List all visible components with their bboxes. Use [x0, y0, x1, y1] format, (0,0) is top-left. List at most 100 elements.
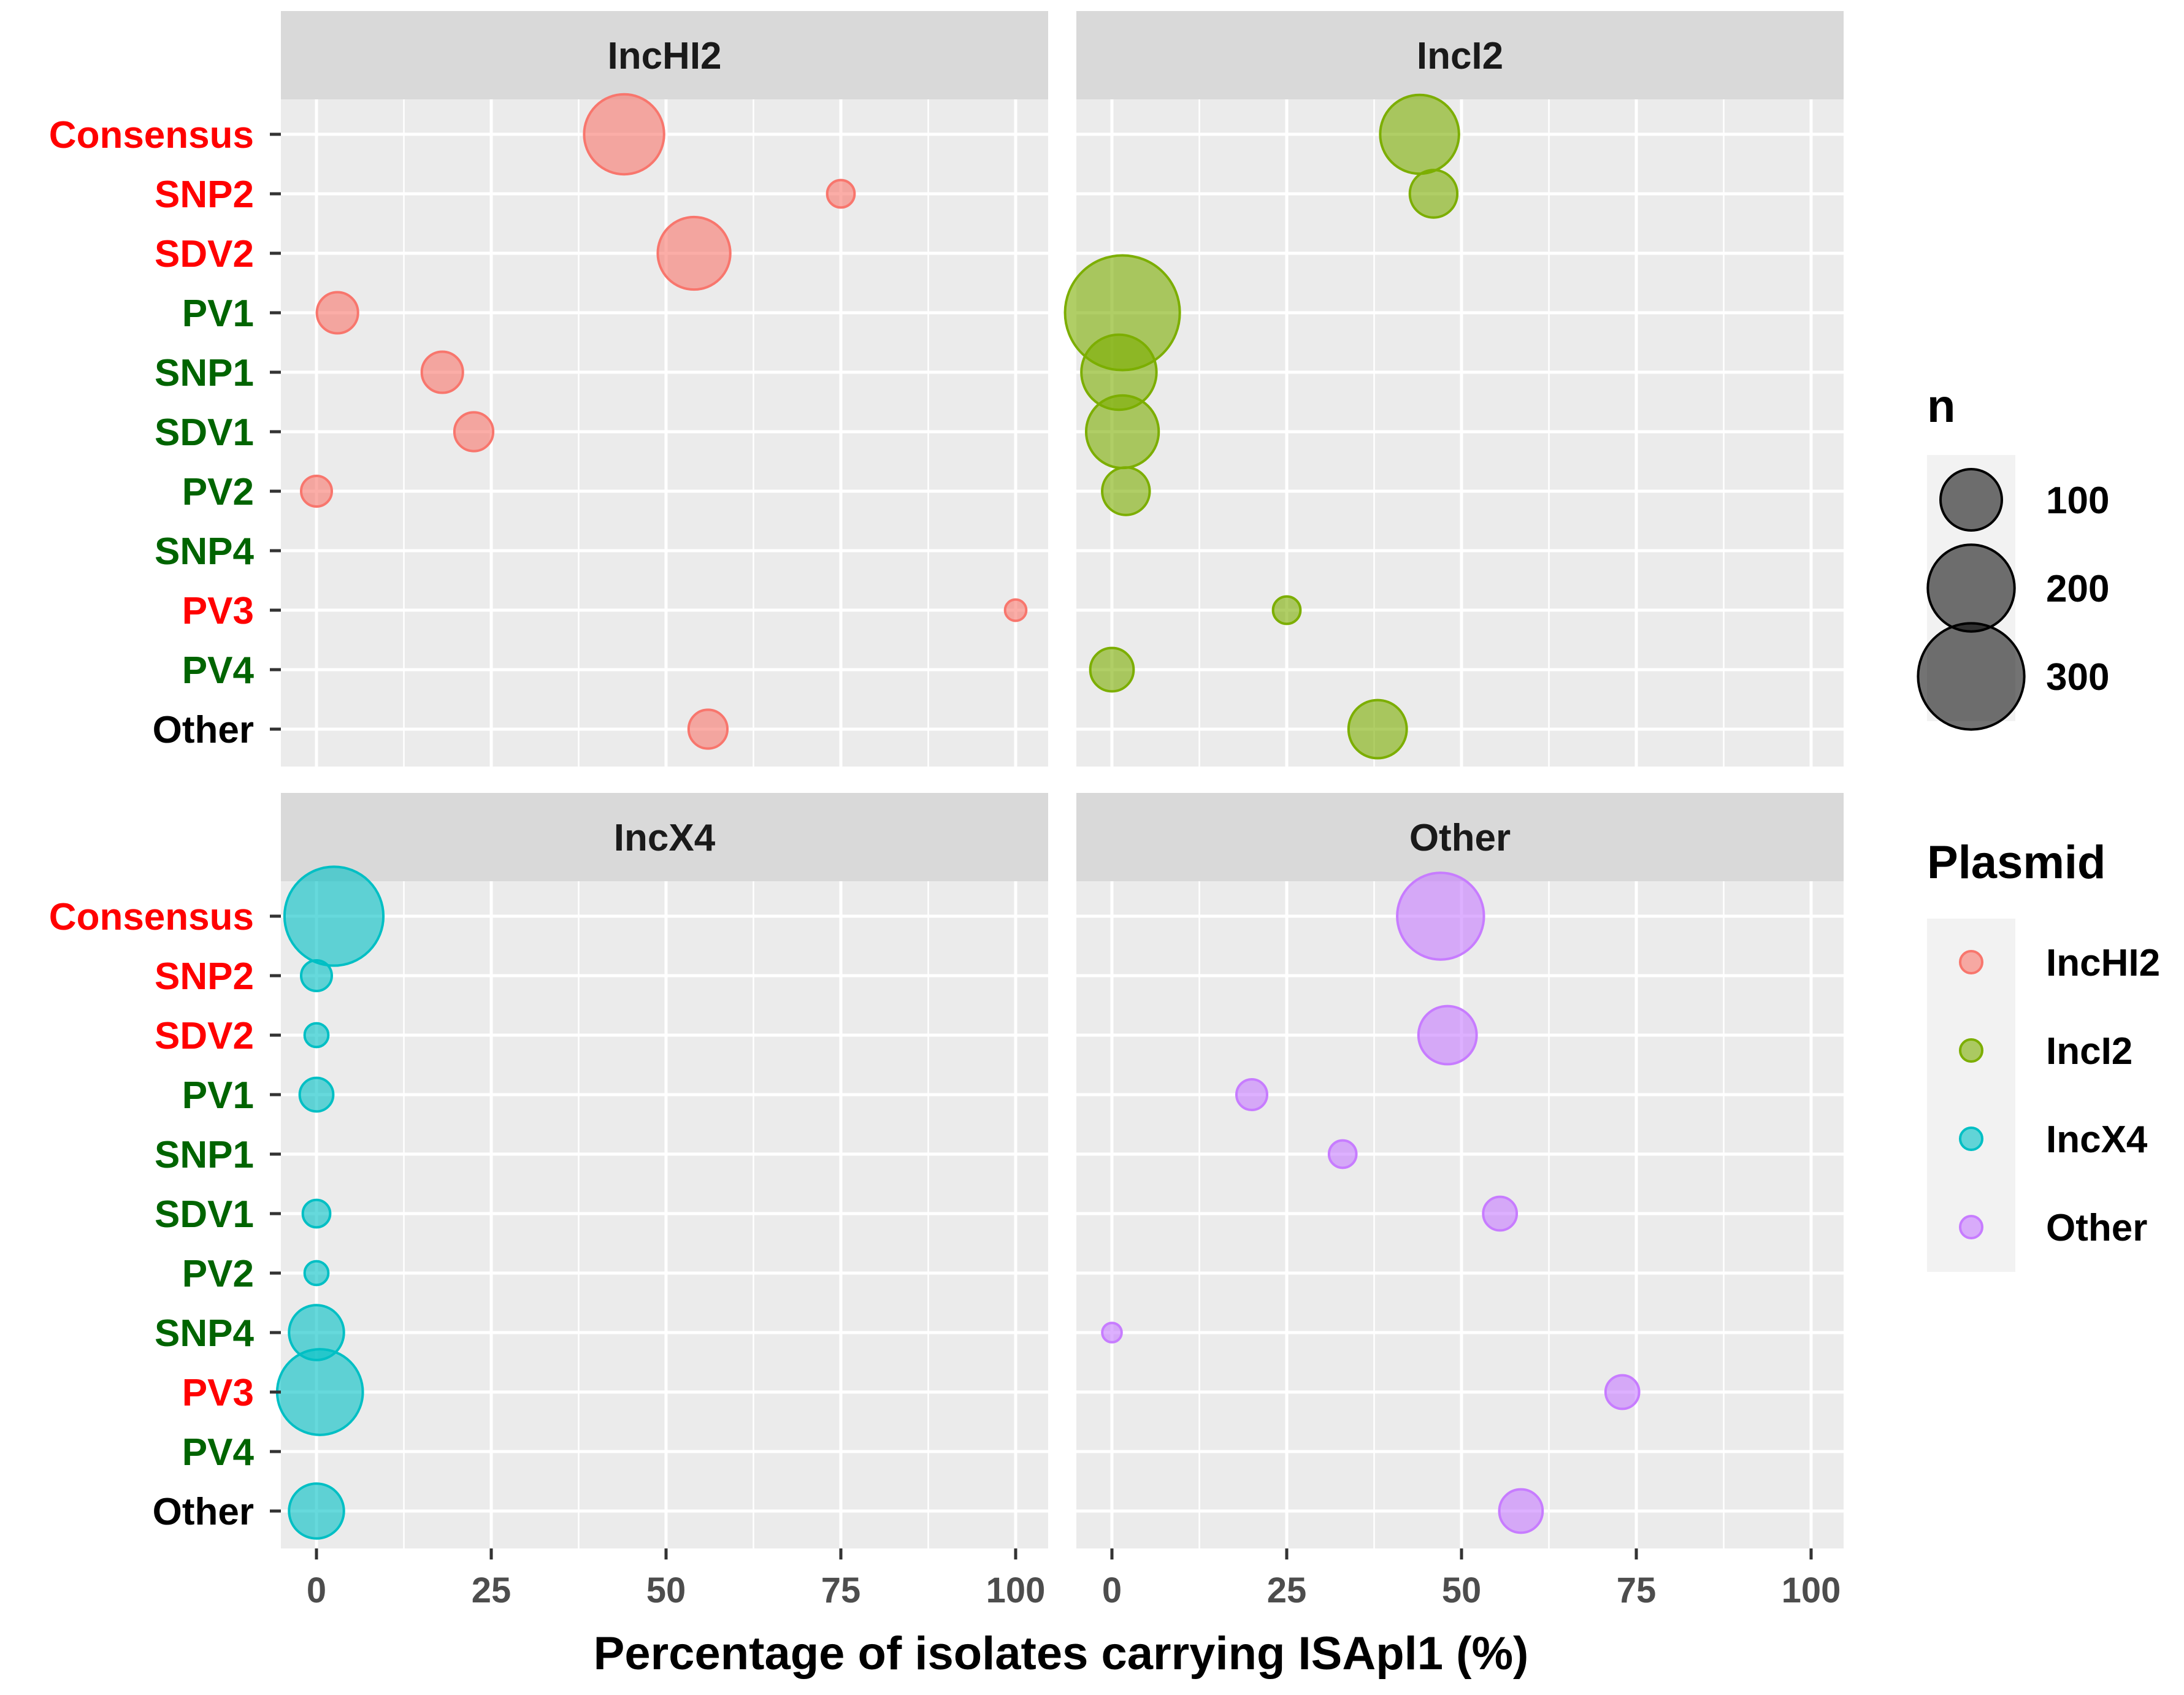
bubble-other-snp4 [1101, 1322, 1123, 1344]
y-tick-label: PV4 [182, 1431, 255, 1474]
y-tick-label: SNP4 [155, 530, 254, 573]
bubble-incx4-pv3 [275, 1348, 364, 1436]
size-legend-title: n [1927, 380, 1955, 432]
panel-inci2: IncI2 [1063, 11, 1844, 767]
bubble-inchi2-sdv1 [453, 411, 495, 453]
x-tick-label: 75 [821, 1571, 861, 1610]
y-tick-label: SNP1 [155, 1134, 254, 1176]
bubble-inci2-consensus [1379, 93, 1460, 175]
y-tick-label: PV3 [182, 590, 254, 632]
facet-strip [281, 11, 1048, 99]
x-tick-label: 50 [1442, 1571, 1482, 1610]
y-tick-label: Other [153, 1491, 254, 1533]
bubble-inchi2-sdv2 [656, 215, 732, 291]
y-tick-label: SNP2 [155, 174, 254, 216]
bubble-inchi2-pv3 [1003, 598, 1028, 622]
y-tick-label: PV4 [182, 649, 255, 692]
facet-strip-title: Other [1409, 817, 1511, 859]
bubble-inchi2-consensus [583, 93, 665, 176]
y-tick-label: SDV1 [155, 411, 254, 454]
color-legend-label: IncI2 [2046, 1030, 2132, 1073]
bubble-inci2-pv2 [1101, 466, 1151, 516]
facet-strip-title: IncX4 [614, 817, 716, 859]
y-tick-label: SNP4 [155, 1312, 254, 1355]
facet-strip-title: IncHI2 [607, 35, 721, 77]
panel-inchi2: IncHI2 [281, 11, 1048, 767]
y-tick-label: SNP2 [155, 955, 254, 998]
y-tick-label: PV2 [182, 1253, 254, 1295]
color-legend: Plasmid IncHI2 IncI2 IncX4 Other [1927, 836, 2160, 1272]
bubble-inchi2-pv1 [315, 291, 359, 335]
x-tick-label: 0 [1102, 1571, 1122, 1610]
x-tick-label: 50 [646, 1571, 686, 1610]
bubble-inci2-sdv1 [1084, 394, 1160, 470]
size-legend-label: 300 [2046, 656, 2109, 698]
bubble-other-pv1 [1235, 1078, 1268, 1111]
y-tick-label: PV1 [182, 293, 254, 335]
y-tick-label: SDV1 [155, 1193, 254, 1236]
color-legend-swatch [1959, 950, 1983, 974]
x-axis-labels: 0 25 50 75 100 0 25 50 75 100 [307, 1548, 1841, 1610]
color-legend-label: IncHI2 [2046, 942, 2160, 984]
x-tick-label: 75 [1617, 1571, 1657, 1610]
color-legend-key [1927, 919, 2015, 1272]
color-legend-title: Plasmid [1927, 836, 2105, 889]
bubble-inchi2-other [687, 708, 729, 750]
bubble-other-sdv2 [1417, 1004, 1478, 1066]
bubble-inchi2-snp2 [826, 178, 856, 209]
x-tick-label: 100 [1782, 1571, 1841, 1610]
bubble-incx4-consensus [283, 865, 385, 967]
size-legend-circle [1917, 622, 2026, 731]
y-axis-labels: Consensus SNP2 SDV2 PV1 SNP1 SDV1 PV2 SNP4 PV3 PV… [49, 114, 281, 1533]
x-tick-label: 0 [307, 1571, 326, 1610]
color-legend-swatch [1959, 1215, 1983, 1239]
y-tick-label: SNP1 [155, 352, 254, 394]
bubble-incx4-pv1 [298, 1076, 335, 1113]
facet-panels: IncHI2 IncI2 IncX4 Other [275, 11, 1844, 1548]
bubble-incx4-snp2 [300, 959, 333, 992]
panel-incx4: IncX4 [275, 793, 1048, 1548]
color-legend-label: Other [2046, 1207, 2147, 1249]
facet-strip-title: IncI2 [1417, 35, 1503, 77]
size-legend-label: 200 [2046, 568, 2109, 610]
color-legend-swatch [1959, 1127, 1983, 1151]
bubble-inchi2-snp1 [420, 350, 464, 394]
facet-strip [1076, 11, 1844, 99]
y-tick-label: PV3 [182, 1372, 254, 1414]
y-tick-label: Consensus [49, 114, 254, 156]
y-tick-label: Consensus [49, 896, 254, 938]
bubble-other-snp1 [1327, 1139, 1358, 1169]
facet-strip [281, 793, 1048, 881]
bubble-inci2-pv4 [1089, 646, 1135, 693]
bubble-inci2-pv3 [1271, 595, 1302, 626]
bubble-other-other [1498, 1488, 1544, 1534]
facet-strip [1076, 793, 1844, 881]
color-legend-label: IncX4 [2046, 1119, 2148, 1161]
bubble-incx4-pv2 [303, 1260, 330, 1287]
y-tick-label: Other [153, 709, 254, 751]
size-legend-circle [1939, 468, 2003, 532]
bubble-incx4-sdv1 [301, 1198, 332, 1229]
size-legend: n 100 200 300 [1917, 380, 2109, 731]
bubble-other-consensus [1396, 871, 1485, 961]
y-tick-label: SDV2 [155, 1015, 254, 1057]
bubble-incx4-sdv2 [303, 1022, 330, 1049]
x-tick-label: 100 [986, 1571, 1046, 1610]
x-tick-label: 25 [472, 1571, 512, 1610]
bubble-other-pv3 [1604, 1374, 1641, 1410]
legend: n 100 200 300 Plasmid IncHI2 IncI2 IncX4 Other [1917, 380, 2160, 1272]
bubble-incx4-other [288, 1482, 345, 1540]
size-legend-circle [1926, 543, 2016, 633]
y-tick-label: PV1 [182, 1074, 254, 1117]
y-tick-label: SDV2 [155, 233, 254, 275]
bubble-other-sdv1 [1482, 1195, 1519, 1232]
color-legend-swatch [1959, 1038, 1983, 1063]
panel-other: Other [1076, 793, 1844, 1548]
x-tick-label: 25 [1267, 1571, 1307, 1610]
bubble-inci2-other [1347, 698, 1408, 760]
bubble-inchi2-pv2 [300, 475, 333, 508]
bubble-inci2-snp2 [1408, 169, 1459, 219]
y-tick-label: PV2 [182, 471, 254, 513]
x-axis-title: Percentage of isolates carrying ISApl1 (… [594, 1628, 1529, 1680]
